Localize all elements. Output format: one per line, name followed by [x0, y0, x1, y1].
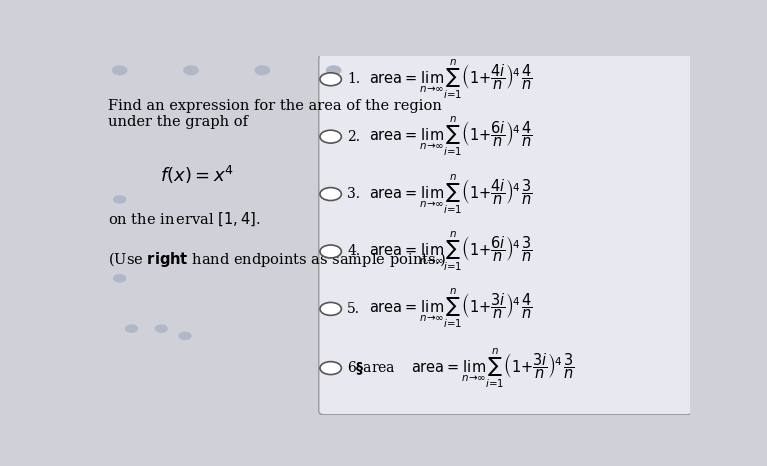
Circle shape: [126, 325, 137, 332]
Circle shape: [113, 66, 127, 75]
FancyBboxPatch shape: [319, 54, 692, 415]
Text: 5.: 5.: [347, 302, 360, 316]
Text: 6$\mathbf{\S}$area: 6$\mathbf{\S}$area: [347, 359, 397, 377]
Text: (Use $\mathbf{right}$ hand endpoints as sample points.): (Use $\mathbf{right}$ hand endpoints as …: [107, 250, 446, 269]
Text: $\mathrm{area} = \lim_{n \to \infty} \sum_{i=1}^{n} \left(1+\dfrac{4i}{n}\right): $\mathrm{area} = \lim_{n \to \infty} \su…: [370, 58, 533, 101]
Circle shape: [320, 188, 341, 200]
Circle shape: [320, 130, 341, 143]
Circle shape: [320, 302, 341, 315]
Text: Find an expression for the area of the region
under the graph of: Find an expression for the area of the r…: [107, 99, 442, 129]
Circle shape: [320, 245, 341, 258]
Circle shape: [327, 66, 341, 75]
Text: $\mathrm{area} = \lim_{n \to \infty} \sum_{i=1}^{n} \left(1+\dfrac{6i}{n}\right): $\mathrm{area} = \lim_{n \to \infty} \su…: [370, 230, 533, 273]
Text: $\mathrm{area} = \lim_{n \to \infty} \sum_{i=1}^{n} \left(1+\dfrac{6i}{n}\right): $\mathrm{area} = \lim_{n \to \infty} \su…: [370, 115, 533, 158]
Circle shape: [184, 66, 198, 75]
Text: 2.: 2.: [347, 130, 360, 144]
Circle shape: [155, 325, 167, 332]
Text: 1.: 1.: [347, 72, 360, 86]
Circle shape: [179, 332, 191, 339]
Circle shape: [320, 362, 341, 375]
Circle shape: [114, 275, 126, 282]
Circle shape: [114, 196, 126, 203]
Text: $\mathrm{area} = \lim_{n \to \infty} \sum_{i=1}^{n} \left(1+\dfrac{4i}{n}\right): $\mathrm{area} = \lim_{n \to \infty} \su…: [370, 172, 533, 216]
Circle shape: [255, 66, 269, 75]
Text: $f(x) = x^4$: $f(x) = x^4$: [160, 164, 234, 185]
Text: $\mathrm{area} = \lim_{n \to \infty} \sum_{i=1}^{n} \left(1+\dfrac{3i}{n}\right): $\mathrm{area} = \lim_{n \to \infty} \su…: [370, 288, 533, 330]
Text: $\mathrm{area} = \lim_{n \to \infty} \sum_{i=1}^{n} \left(1+\dfrac{3i}{n}\right): $\mathrm{area} = \lim_{n \to \infty} \su…: [411, 347, 574, 390]
Circle shape: [320, 73, 341, 86]
Text: on the in$\,$erval $[1, 4]$.: on the in$\,$erval $[1, 4]$.: [107, 210, 261, 227]
Text: 3.: 3.: [347, 187, 360, 201]
Text: 4.: 4.: [347, 245, 360, 259]
